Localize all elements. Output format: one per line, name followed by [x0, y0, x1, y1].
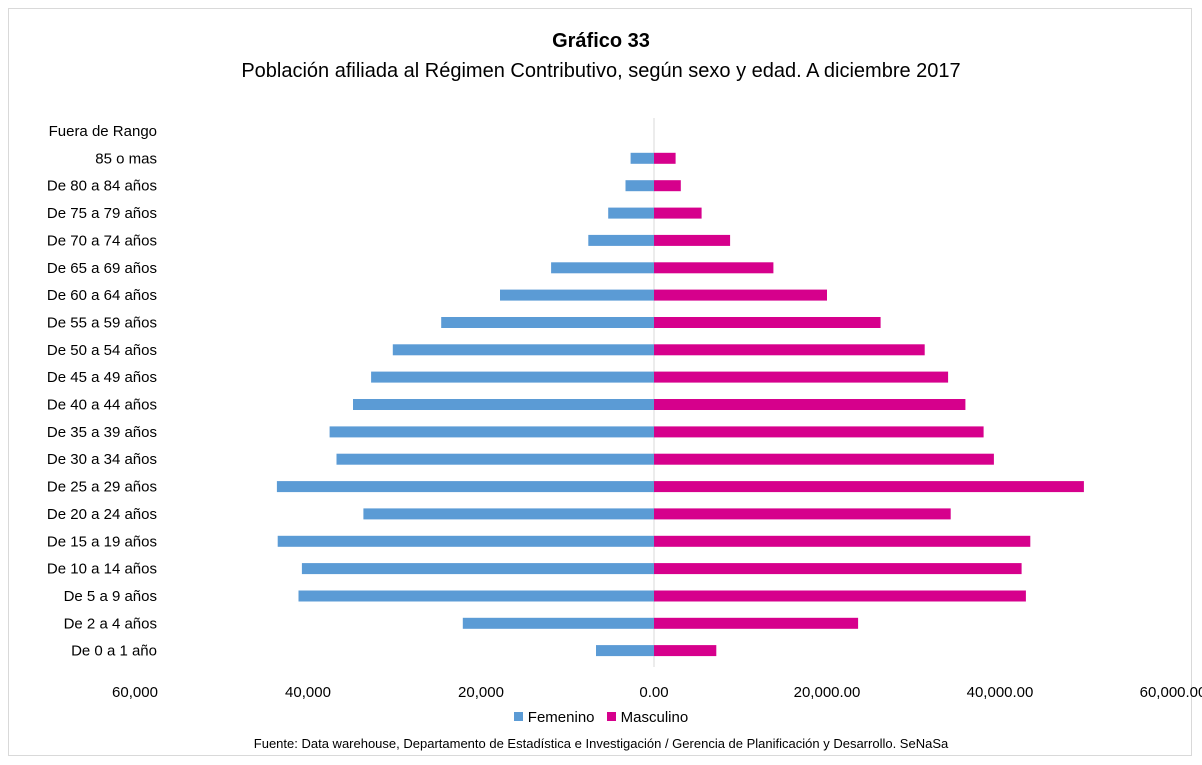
category-label-de-40-a-44-anos: De 40 a 44 años: [47, 397, 157, 414]
category-label-de-55-a-59-anos: De 55 a 59 años: [47, 314, 157, 331]
bar-femenino-de-5-a-9-anos: [298, 590, 654, 602]
bar-masculino-de-35-a-39-anos: [654, 426, 984, 438]
category-label-de-2-a-4-anos: De 2 a 4 años: [64, 615, 157, 632]
bar-masculino-de-15-a-19-anos: [654, 535, 1031, 547]
bar-masculino-de-30-a-34-anos: [654, 453, 994, 465]
bar-masculino-de-20-a-24-anos: [654, 508, 951, 520]
category-label-fuera-de-rango: Fuera de Rango: [49, 123, 157, 140]
legend-label-masculino: Masculino: [620, 709, 689, 726]
bar-femenino-de-80-a-84-anos: [625, 180, 654, 192]
category-label-de-30-a-34-anos: De 30 a 34 años: [47, 451, 157, 468]
category-label-de-65-a-69-anos: De 65 a 69 años: [47, 260, 157, 277]
category-label-de-35-a-39-anos: De 35 a 39 años: [47, 424, 157, 441]
bar-femenino-de-25-a-29-anos: [276, 481, 654, 493]
bar-femenino-de-70-a-74-anos: [588, 234, 654, 246]
bar-femenino-de-75-a-79-anos: [608, 207, 654, 219]
bar-femenino-de-35-a-39-anos: [329, 426, 654, 438]
bar-femenino-de-40-a-44-anos: [353, 399, 654, 410]
bar-femenino-de-2-a-4-anos: [462, 617, 654, 629]
bar-masculino-de-50-a-54-anos: [654, 344, 925, 356]
bar-masculino-de-60-a-64-anos: [654, 289, 827, 301]
x-tick-label-2: 20,000: [458, 684, 504, 701]
category-label-de-80-a-84-anos: De 80 a 84 años: [47, 178, 157, 195]
x-tick-label-3: 0.00: [639, 684, 668, 701]
x-tick-label-1: 40,000: [285, 684, 331, 701]
chart-source-note: Fuente: Data warehouse, Departamento de …: [253, 736, 949, 751]
legend-item-masculino: Masculino: [606, 709, 689, 726]
bar-femenino-de-0-a-1-ano: [596, 645, 654, 657]
bar-masculino-de-10-a-14-anos: [654, 563, 1022, 575]
x-tick-label-0: 60,000: [112, 684, 158, 701]
category-label-de-15-a-19-anos: De 15 a 19 años: [47, 533, 157, 550]
x-tick-label-5: 40,000.00: [967, 684, 1034, 701]
category-label-85-o-mas: 85 o mas: [95, 150, 157, 167]
category-label-de-0-a-1-ano: De 0 a 1 año: [71, 643, 157, 660]
x-tick-label-4: 20,000.00: [794, 684, 861, 701]
category-label-de-70-a-74-anos: De 70 a 74 años: [47, 232, 157, 249]
bar-masculino-de-70-a-74-anos: [654, 234, 731, 246]
legend-item-femenino: Femenino: [513, 709, 595, 726]
bar-masculino-de-75-a-79-anos: [654, 207, 702, 219]
bar-femenino-85-o-mas: [630, 152, 654, 164]
bar-masculino-de-2-a-4-anos: [654, 617, 859, 629]
bar-masculino-de-55-a-59-anos: [654, 317, 881, 328]
bar-masculino-de-45-a-49-anos: [654, 371, 949, 383]
bar-masculino-85-o-mas: [654, 152, 676, 164]
legend-swatch-masculino: [606, 712, 616, 721]
bar-femenino-de-20-a-24-anos: [363, 508, 654, 520]
bar-masculino-de-40-a-44-anos: [654, 399, 966, 410]
category-label-de-75-a-79-anos: De 75 a 79 años: [47, 205, 157, 222]
category-label-de-10-a-14-anos: De 10 a 14 años: [47, 561, 157, 578]
bar-masculino-de-65-a-69-anos: [654, 262, 774, 274]
bar-femenino-de-30-a-34-anos: [336, 453, 654, 465]
bar-femenino-de-60-a-64-anos: [500, 289, 654, 301]
bar-masculino-de-80-a-84-anos: [654, 180, 681, 192]
chart-legend: Femenino Masculino: [0, 709, 1202, 726]
category-label-de-60-a-64-anos: De 60 a 64 años: [47, 287, 157, 304]
bar-femenino-de-50-a-54-anos: [392, 344, 654, 356]
bar-femenino-de-45-a-49-anos: [371, 371, 654, 383]
chart-frame: [8, 8, 1192, 756]
category-label-de-45-a-49-anos: De 45 a 49 años: [47, 369, 157, 386]
bar-femenino-de-10-a-14-anos: [301, 563, 654, 575]
chart-title: Gráfico 33: [552, 30, 650, 52]
category-label-de-20-a-24-anos: De 20 a 24 años: [47, 506, 157, 523]
category-label-de-25-a-29-anos: De 25 a 29 años: [47, 479, 157, 496]
legend-swatch-femenino: [513, 712, 523, 721]
bar-masculino-de-0-a-1-ano: [654, 645, 717, 657]
x-tick-label-6: 60,000.00: [1140, 684, 1202, 701]
category-label-de-5-a-9-anos: De 5 a 9 años: [64, 588, 157, 605]
bar-masculino-de-5-a-9-anos: [654, 590, 1026, 602]
bar-femenino-de-55-a-59-anos: [441, 317, 654, 328]
category-label-de-50-a-54-anos: De 50 a 54 años: [47, 342, 157, 359]
bar-femenino-de-15-a-19-anos: [277, 535, 654, 547]
bar-femenino-de-65-a-69-anos: [551, 262, 654, 274]
legend-label-femenino: Femenino: [527, 709, 595, 726]
chart-subtitle: Población afiliada al Régimen Contributi…: [241, 60, 961, 82]
bar-masculino-de-25-a-29-anos: [654, 481, 1084, 493]
